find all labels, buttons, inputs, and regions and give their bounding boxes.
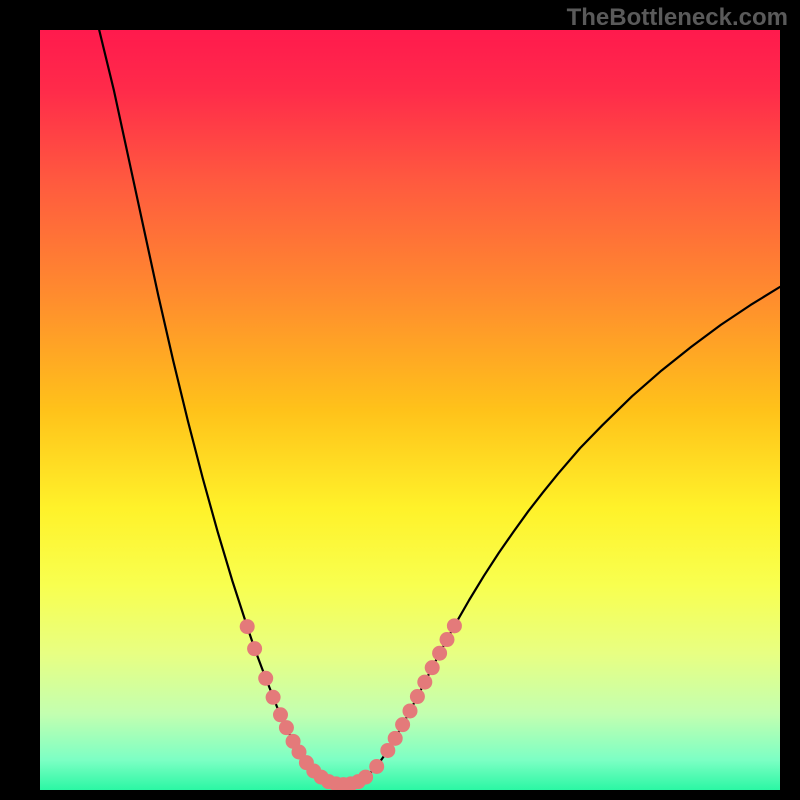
chart-svg	[40, 30, 780, 790]
data-marker	[440, 632, 455, 647]
figure-container: TheBottleneck.com	[0, 0, 800, 800]
data-marker	[425, 660, 440, 675]
data-marker	[403, 703, 418, 718]
data-marker	[417, 675, 432, 690]
data-marker	[395, 717, 410, 732]
data-marker	[447, 618, 462, 633]
data-marker	[358, 770, 373, 785]
data-marker	[369, 759, 384, 774]
data-marker	[258, 671, 273, 686]
plot-area	[40, 30, 780, 790]
data-marker	[410, 689, 425, 704]
data-marker	[247, 641, 262, 656]
data-marker	[273, 707, 288, 722]
data-marker	[240, 619, 255, 634]
data-marker	[279, 720, 294, 735]
data-marker	[266, 690, 281, 705]
watermark-text: TheBottleneck.com	[567, 4, 788, 32]
gradient-background	[40, 30, 780, 790]
data-marker	[432, 646, 447, 661]
data-marker	[388, 731, 403, 746]
